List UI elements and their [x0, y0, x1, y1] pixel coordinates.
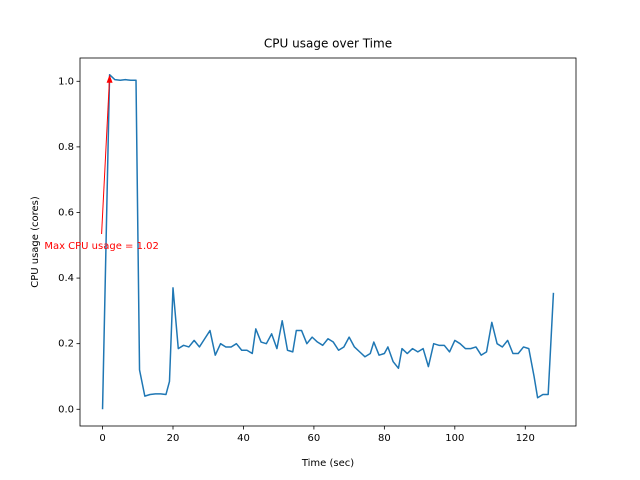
y-tick-label: 0.2	[58, 339, 74, 350]
annotation-arrow	[101, 76, 111, 235]
x-tick-label: 40	[237, 433, 250, 444]
y-tick-label: 1.0	[58, 76, 74, 87]
y-tick-label: 0.0	[58, 404, 74, 415]
x-tick-label: 100	[445, 433, 464, 444]
y-tick-label: 0.4	[58, 273, 74, 284]
x-tick-label: 120	[516, 433, 535, 444]
y-tick-label: 0.8	[58, 142, 74, 153]
plot-frame	[79, 57, 577, 427]
y-axis-label: CPU usage (cores)	[30, 196, 41, 288]
y-tick-label: 0.6	[58, 207, 74, 218]
annotation-text: Max CPU usage = 1.02	[44, 241, 159, 252]
annotation-arrowhead	[106, 74, 113, 83]
x-axis-label: Time (sec)	[301, 458, 354, 469]
x-tick-label: 20	[167, 433, 180, 444]
x-tick-label: 80	[378, 433, 391, 444]
data-line	[101, 73, 555, 410]
chart-title: CPU usage over Time	[264, 37, 392, 51]
x-tick-label: 0	[99, 433, 105, 444]
x-tick-label: 60	[308, 433, 321, 444]
